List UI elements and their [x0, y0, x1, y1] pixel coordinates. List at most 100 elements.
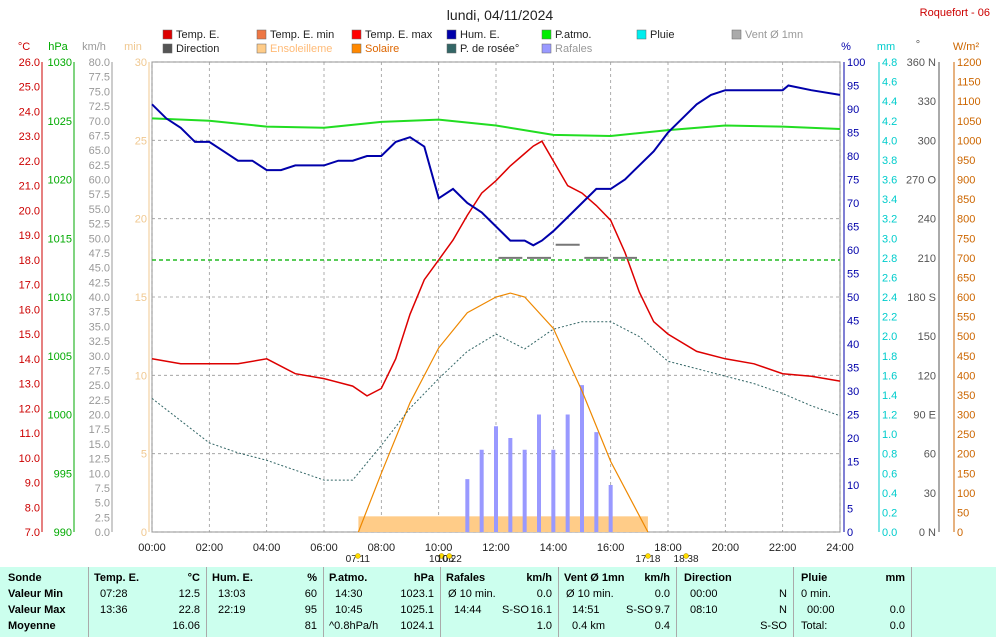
- wind-tick: 0.0: [95, 527, 110, 539]
- gust-bar: [608, 485, 613, 532]
- solar-tick: 50: [957, 507, 969, 519]
- stats-rain-total-val: 0.0: [889, 620, 905, 632]
- x-tick: 10:00: [425, 542, 453, 554]
- stats-dir-max-val: N: [779, 604, 787, 616]
- wind-tick: 15.0: [89, 439, 110, 451]
- stats-temp: Temp. E. °C 07:28 12.5 13:36 22.8 16.06: [88, 567, 207, 637]
- sun-tick: 5: [141, 449, 147, 461]
- time-marker-label: 10:22: [437, 554, 462, 565]
- stats-gust: Rafales km/h Ø 10 min. 0.0 14:44 S-SO 16…: [440, 567, 559, 637]
- stats-wind-max-dir: S-SO: [626, 604, 653, 616]
- legend-swatch: [731, 29, 742, 40]
- temp-tick: 9.0: [25, 478, 40, 490]
- stats-press-max-time: 10:45: [335, 604, 363, 616]
- rain-tick: 2.6: [882, 272, 897, 284]
- stats-rain-max-val: 0.0: [889, 604, 905, 616]
- wind-tick: 22.5: [89, 395, 110, 407]
- wind-tick: 52.5: [89, 219, 110, 231]
- gust-bar: [594, 432, 599, 532]
- station-name: Roquefort - 06: [920, 7, 990, 19]
- stats-dir-min-val: N: [779, 588, 787, 600]
- rain-tick: 2.2: [882, 312, 897, 324]
- temp-tick: 26.0: [19, 57, 40, 69]
- stats-wind-distance: 0.4 km: [572, 620, 606, 632]
- solar-tick: 1100: [957, 96, 981, 108]
- rain-tick: 4.0: [882, 135, 897, 147]
- solar-tick: 350: [957, 390, 975, 402]
- humidity-line: [151, 84, 841, 247]
- stats-gust-max-dir: S-SO: [502, 604, 529, 616]
- stats-wind: Vent Ø 1mn km/h Ø 10 min. 0.0 14:51 S-SO…: [558, 567, 677, 637]
- press-tick: 1030: [48, 57, 72, 69]
- stats-temp-unit: °C: [187, 572, 200, 584]
- temp-tick: 21.0: [19, 181, 40, 193]
- stats-hum-avg-val: 81: [304, 620, 317, 632]
- solar-tick: 650: [957, 272, 975, 284]
- stats-gust-avg-val: 1.0: [536, 620, 552, 632]
- hum-tick: 90: [847, 104, 859, 116]
- legend-label: Ensoleilleme: [270, 43, 332, 55]
- dir-tick: 210: [918, 253, 936, 265]
- stats-temp-min-val: 12.5: [178, 588, 200, 600]
- solar-tick: 550: [957, 312, 975, 324]
- time-markers: 10:06 07:11 10:22 17:18 18:38: [346, 553, 699, 565]
- temp-tick: 13.0: [19, 379, 40, 391]
- stats-gust-avg10-label: Ø 10 min.: [448, 588, 496, 600]
- stats-wind-unit: km/h: [644, 572, 670, 584]
- legend-swatch: [446, 29, 457, 40]
- temp-tick: 16.0: [19, 304, 40, 316]
- wind-tick: 67.5: [89, 130, 110, 142]
- solar-tick: 300: [957, 410, 975, 422]
- hum-tick: 50: [847, 292, 859, 304]
- temp-tick: 25.0: [19, 82, 40, 94]
- solar-tick: 500: [957, 331, 975, 343]
- wind-tick: 12.5: [89, 454, 110, 466]
- stats-gust-unit: km/h: [526, 572, 552, 584]
- stats-wind-avg10-val: 0.0: [654, 588, 670, 600]
- dir-tick: 240: [918, 214, 936, 226]
- plot-area: [151, 84, 841, 533]
- stats-temp-title: Temp. E.: [94, 572, 140, 584]
- temp-tick: 20.0: [19, 205, 40, 217]
- legend-swatch: [256, 43, 267, 54]
- legend-label: Temp. E. max: [365, 29, 433, 41]
- stats-sonde-title: Sonde: [8, 572, 42, 584]
- solar-tick: 600: [957, 292, 975, 304]
- time-marker-label: 10:06: [429, 554, 454, 565]
- rain-tick: 1.8: [882, 351, 897, 363]
- time-marker-dot: [683, 553, 689, 559]
- hum-tick: 25: [847, 410, 859, 422]
- temp-tick: 11.0: [19, 428, 40, 440]
- stats-temp-max-time: 13:36: [100, 604, 128, 616]
- solar-tick: 150: [957, 468, 975, 480]
- hum-tick: 35: [847, 363, 859, 375]
- solar-tick: 450: [957, 351, 975, 363]
- solar-tick: 200: [957, 449, 975, 461]
- sun-tick: 10: [135, 370, 147, 382]
- x-tick: 06:00: [310, 542, 338, 554]
- temp-tick: 8.0: [25, 502, 40, 514]
- dewpoint-line: [151, 321, 841, 481]
- stats-dir-max-time: 08:10: [690, 604, 718, 616]
- stats-rain-duration: 0 min.: [801, 588, 831, 600]
- wind-axis-unit: km/h: [82, 41, 106, 53]
- stats-sonde: Sonde Valeur Min Valeur Max Moyenne: [0, 567, 89, 637]
- gust-bar: [479, 449, 484, 532]
- rain-tick: 2.0: [882, 331, 897, 343]
- temp-tick: 7.0: [25, 527, 40, 539]
- wind-tick: 40.0: [89, 292, 110, 304]
- stats-press-max-val: 1025.1: [400, 604, 434, 616]
- rain-tick: 4.6: [882, 77, 897, 89]
- stats-press: P.atmo. hPa 14:30 1023.1 10:45 1025.1 ^0…: [323, 567, 441, 637]
- sunshine-band: [358, 516, 648, 532]
- rain-tick: 0.0: [882, 527, 897, 539]
- temp-tick: 12.0: [19, 403, 40, 415]
- rain-tick: 2.8: [882, 253, 897, 265]
- stats-hum-min-val: 60: [304, 588, 317, 600]
- legend-swatch: [351, 29, 362, 40]
- time-marker-dot: [355, 553, 361, 559]
- dir-tick: 30: [924, 488, 936, 500]
- hum-tick: 80: [847, 151, 859, 163]
- axis-units: °C hPa km/h min% mm ° W/m²: [18, 39, 980, 53]
- temp-tick: 22.0: [19, 156, 40, 168]
